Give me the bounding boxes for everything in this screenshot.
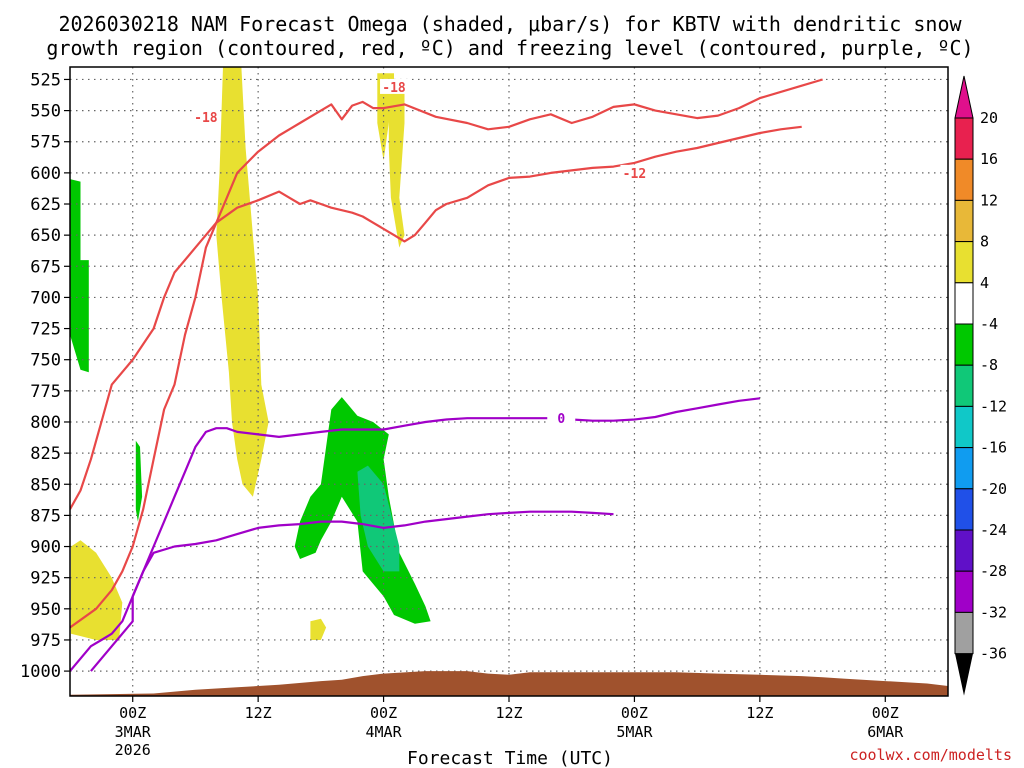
contour-label-1: -18 [382,81,406,96]
contour-label-bg-2 [620,164,649,180]
ytick-label-825: 825 [30,444,61,464]
ytick-label-925: 925 [30,569,61,589]
ytick-label-900: 900 [30,538,61,558]
ytick-label-800: 800 [30,413,61,433]
ytick-label-975: 975 [30,631,61,651]
contour--18-0 [70,78,823,629]
contour-label-bg-1 [380,78,409,94]
terrain-layer [70,671,948,696]
xtick-label-72: 00Z [872,704,899,722]
contour-label-bg-0 [191,108,220,124]
colorbar-label-7: -12 [980,397,1007,415]
omega-region-2 [388,79,405,248]
colorbar-label-10: -24 [980,521,1007,539]
colorbar-swatch-5 [954,323,974,366]
chart-title-line2: growth region (contoured, red, ºC) and f… [46,36,973,60]
colorbar-swatch-4 [954,282,974,325]
ytick-label-550: 550 [30,102,61,122]
omega-region-7 [70,179,89,373]
chart-title-line1: 2026030218 NAM Forecast Omega (shaded, μ… [58,12,962,36]
xtick-label-24: 00Z [370,704,397,722]
xtick-sub-72-0: 6MAR [867,723,904,741]
ytick-label-750: 750 [30,351,61,371]
colorbar-label-4: 4 [980,274,989,292]
colorbar-swatch-6 [954,364,974,407]
contour-label-0: -18 [194,111,218,126]
omega-region-0 [71,540,123,640]
xtick-sub-24-0: 4MAR [366,723,403,741]
contour-0-6 [90,510,614,672]
colorbar-bottom-arrow [955,653,973,696]
ytick-label-775: 775 [30,382,61,402]
ytick-label-700: 700 [30,288,61,308]
plot-area [70,67,948,696]
credit-text: coolwx.com/modelts [849,746,1012,764]
ytick-label-650: 650 [30,226,61,246]
colorbar-label-1: 16 [980,150,998,168]
ytick-label-850: 850 [30,475,61,495]
colorbar-label-2: 12 [980,191,998,209]
contour-label-2: -12 [623,167,646,182]
colorbar-swatch-10 [954,529,974,572]
omega-region-3 [310,618,327,640]
ytick-label-525: 525 [30,70,61,90]
contour-0-4 [70,397,761,672]
ytick-label-725: 725 [30,320,61,340]
omega-region-8 [135,440,143,522]
colorbar-label-5: -4 [980,315,998,333]
colorbar-swatch-1 [954,158,974,201]
pressure-axis: 525 550 575 600 625 650 675 700 725 750 775 800 825 8… [20,70,70,682]
omega-region-5 [377,73,394,161]
xtick-label-60: 12Z [746,704,773,722]
ytick-label-1000: 1000 [20,662,61,682]
ytick-label-675: 675 [30,257,61,277]
colorbar-swatch-7 [954,405,974,449]
colorbar-label-0: 20 [980,109,998,127]
contour-label-bg-4 [547,410,576,426]
colorbar: 20 16 12 8 4 -4 -8 -12 -16 -20 -24 -28 -32 -36 [954,75,1007,696]
colorbar-swatch-12 [954,611,974,655]
colorbar-label-12: -32 [980,603,1007,621]
omega-region-1 [216,67,269,497]
gridlines [70,67,948,696]
colorbar-swatch-0 [954,117,974,160]
xtick-sub-0-0: 3MAR [115,723,152,741]
colorbar-label-6: -8 [980,356,998,374]
ytick-label-600: 600 [30,164,61,184]
ytick-label-875: 875 [30,506,61,526]
ytick-label-575: 575 [30,133,61,153]
xtick-label-36: 12Z [495,704,522,722]
xtick-label-48: 00Z [621,704,648,722]
ytick-label-625: 625 [30,195,61,215]
terrain-fill [70,671,948,696]
colorbar-label-3: 8 [980,233,989,251]
colorbar-swatch-8 [954,447,974,490]
colorbar-top-arrow [954,75,974,119]
omega-shading-layer [70,67,431,640]
omega-region-11 [357,465,400,572]
x-axis-label: Forecast Time (UTC) [407,748,613,768]
ytick-label-950: 950 [30,600,61,620]
colorbar-label-8: -16 [980,439,1007,457]
colorbar-label-13: -36 [980,645,1007,663]
colorbar-swatch-9 [954,488,974,531]
contour-layer: -18-18-12-120 [70,78,823,672]
colorbar-swatch-2 [954,199,974,243]
xtick-sub-0-1: 2026 [115,741,151,759]
contour-label-4: 0 [557,412,565,427]
colorbar-swatch-3 [954,241,974,284]
xtick-label-12: 12Z [245,704,272,722]
xtick-sub-48-0: 5MAR [616,723,653,741]
contour--12-2 [70,125,802,510]
colorbar-label-11: -28 [980,562,1007,580]
colorbar-label-9: -20 [980,480,1007,498]
colorbar-swatch-11 [954,570,974,613]
xtick-label-0: 00Z [119,704,146,722]
